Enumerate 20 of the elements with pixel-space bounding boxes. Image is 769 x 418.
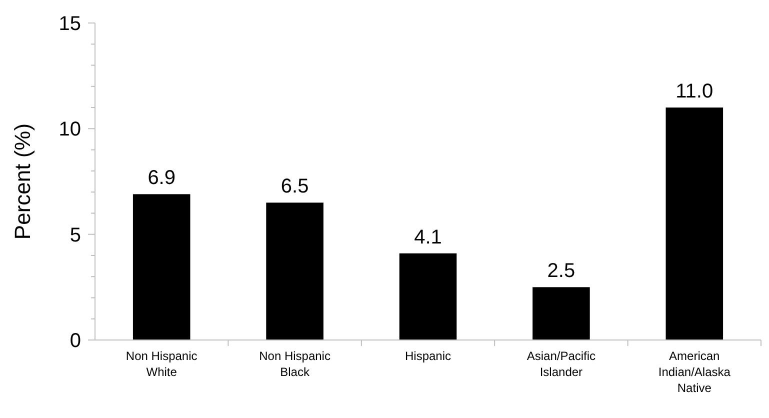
bar — [532, 287, 590, 340]
data-label: 4.1 — [414, 226, 442, 248]
x-tick-label: Non Hispanic White — [126, 349, 198, 379]
x-tick-label: Asian/Pacific Islander — [526, 349, 596, 379]
bar — [266, 202, 324, 340]
data-label: 6.5 — [280, 176, 309, 198]
data-label: 11.0 — [676, 80, 714, 103]
bar — [666, 108, 724, 340]
x-tick-label: Hispanic — [404, 349, 452, 363]
data-label: 6.9 — [148, 167, 176, 190]
y-axis-title: Percent (%) — [10, 123, 35, 240]
y-tick-label: 10 — [58, 118, 81, 141]
y-tick-label: 0 — [70, 330, 81, 352]
y-tick-label: 5 — [70, 224, 81, 246]
bar — [132, 194, 190, 340]
x-tick-label: Non Hispanic Black — [259, 349, 330, 379]
y-tick-label: 15 — [58, 13, 81, 35]
bar — [399, 253, 457, 340]
x-tick-label: American Indian/Alaska Native — [658, 349, 731, 395]
data-label: 2.5 — [547, 260, 576, 282]
